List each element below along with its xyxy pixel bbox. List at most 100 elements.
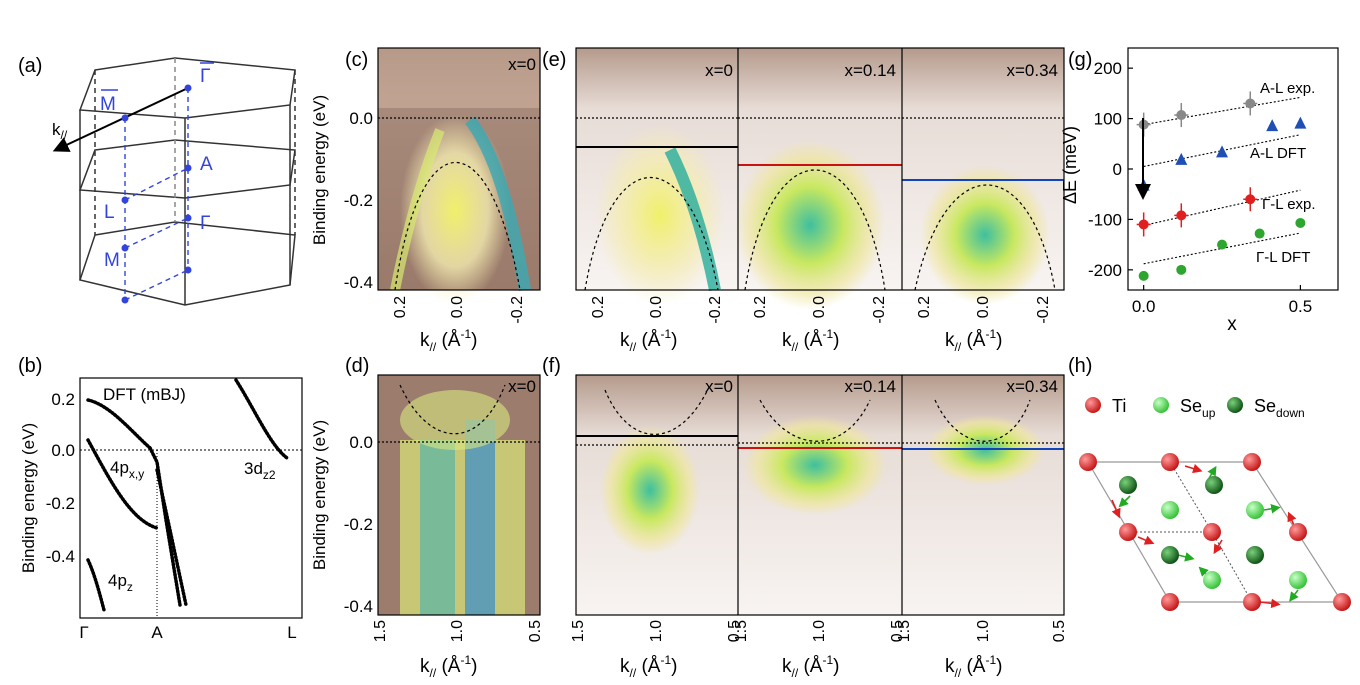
ti-atom	[1079, 453, 1097, 471]
band-label-3dz2: 3dz2	[244, 459, 276, 482]
panel-b-xtick-1: A	[151, 623, 163, 642]
band-4pxy-upper	[86, 398, 152, 450]
arpes-panel-f3: x=0.34	[902, 375, 1064, 615]
gamma-point-label: Γ	[200, 213, 210, 234]
ktick-f2-0: 1.5	[733, 620, 750, 642]
ytick-top-0: 0.0	[349, 109, 373, 128]
panel-label-g: (g)	[1068, 49, 1092, 71]
ktick-f2-2: 0.5	[889, 620, 906, 642]
ktick-e2-2: -0.2	[871, 296, 888, 324]
se-up-atom	[1289, 571, 1307, 589]
doping-label-c: x=0	[508, 55, 536, 74]
ktick-c-0: 0.2	[392, 296, 409, 318]
legend-ti-label: Ti	[1112, 396, 1126, 416]
k-parallel-label: k//	[52, 120, 68, 142]
panel-g-xlabel: x	[1227, 314, 1237, 335]
ktick-e2-0: 0.2	[752, 296, 769, 318]
panel-g-xtick-1: 0.5	[1289, 297, 1313, 316]
doping-label-e2: x=0.14	[844, 61, 896, 80]
data-point-a-l-exp--2	[1245, 98, 1256, 109]
ytick-bottom-1: -0.2	[344, 515, 373, 534]
kpar-axis-label-d: k// (Å-1)	[420, 653, 477, 680]
fit-line-3	[1143, 232, 1301, 265]
panel-g-ytick-2: 0	[1113, 160, 1122, 179]
series-label-al-exp: A-L exp.	[1260, 80, 1315, 97]
data-point-a-l-dft-1	[1175, 152, 1188, 165]
doping-label-e3: x=0.34	[1006, 61, 1058, 80]
data-point--l-dft-0	[1138, 270, 1149, 281]
legend-se-down-ball	[1227, 397, 1243, 413]
data-point-a-l-dft-3	[1266, 119, 1279, 132]
legend-se-down-label: Sedown	[1254, 396, 1305, 420]
panel-label-f: (f)	[542, 355, 561, 377]
data-point-a-l-dft-4	[1294, 116, 1307, 129]
arpes-ylabel-top: Binding energy (eV)	[310, 95, 329, 245]
arpes-panel-d: x=0	[377, 374, 541, 616]
panel-b: DFT (mBJ) Binding energy (eV) 0.2 0.0 -0…	[19, 377, 303, 642]
doping-label-f3: x=0.34	[1006, 377, 1058, 396]
series-label-gl-dft: Γ-L DFT	[1256, 249, 1310, 266]
kpar-axis-label-f1: k// (Å-1)	[620, 653, 677, 680]
ktick-c-2: -0.2	[509, 296, 526, 324]
ktick-d-1: 1.0	[449, 620, 466, 642]
panel-label-c: (c)	[345, 49, 368, 71]
data-point--l-dft-1	[1176, 264, 1187, 275]
doping-label-d: x=0	[508, 377, 536, 396]
panel-g-chart: ΔE (meV) x 200 100 0 -100 -200 0.0 0.5 A-L exp…	[1060, 47, 1339, 335]
band-4pxy-lower	[86, 438, 159, 530]
arpes-panel-f1: x=0	[576, 375, 738, 615]
legend-ti-ball	[1085, 397, 1101, 413]
m-point-label: M	[104, 250, 120, 271]
kpar-axis-label-f2: k// (Å-1)	[782, 653, 839, 680]
ktick-e1-0: 0.2	[590, 296, 607, 318]
ytick-bottom-0: 0.0	[349, 433, 373, 452]
kpar-axis-label-e2: k// (Å-1)	[782, 327, 839, 354]
panel-label-a: (a)	[18, 55, 42, 77]
ti-atom	[1243, 593, 1261, 611]
se-down-atom	[1205, 476, 1223, 494]
legend-se-up-label: Seup	[1180, 396, 1216, 420]
panel-label-b: (b)	[18, 355, 42, 377]
panel-g-xtick-0: 0.0	[1132, 297, 1156, 316]
se-up-atom	[1246, 501, 1264, 519]
data-point--l-dft-2	[1217, 239, 1228, 250]
band-3dz2	[234, 378, 289, 460]
ktick-e3-2: -0.2	[1035, 296, 1052, 324]
kpar-axis-label-f3: k// (Å-1)	[945, 653, 1002, 680]
ktick-f1-0: 1.5	[570, 620, 587, 642]
bz-points	[121, 84, 192, 304]
fit-line-0	[1143, 96, 1301, 126]
ktick-d-0: 1.5	[372, 620, 389, 642]
panel-label-e: (e)	[542, 49, 566, 71]
panel-b-ytick-1: 0.0	[51, 441, 75, 460]
l-point-label: L	[104, 202, 115, 223]
ti-atom	[1203, 523, 1221, 541]
crystal-structure	[1079, 453, 1351, 611]
ktick-e1-2: -0.2	[707, 296, 724, 324]
panel-b-xtick-2: L	[287, 623, 296, 642]
kpar-axis-label-c: k// (Å-1)	[420, 327, 477, 354]
a-point-label: A	[200, 154, 213, 175]
ktick-e2-1: 0.0	[811, 296, 828, 318]
ti-atom	[1333, 593, 1351, 611]
ytick-top-2: -0.4	[344, 273, 373, 292]
kpar-axis-label-e1: k// (Å-1)	[620, 327, 677, 354]
ti-atom	[1243, 453, 1261, 471]
panel-b-ytick-0: 0.2	[51, 390, 75, 409]
series-label-al-dft: A-L DFT	[1250, 145, 1306, 162]
legend-se-up-ball	[1153, 397, 1169, 413]
bz-high-symmetry-lines	[124, 88, 189, 301]
panel-label-h: (h)	[1068, 355, 1092, 377]
data-point--l-exp--2	[1245, 194, 1256, 205]
ytick-top-1: -0.2	[344, 191, 373, 210]
arpes-panel-e1: x=0	[576, 48, 738, 305]
ti-atom	[1161, 593, 1179, 611]
panel-b-title: DFT (mBJ)	[103, 385, 186, 404]
panel-g-ytick-0: 200	[1094, 59, 1122, 78]
arpes-panel-f2: x=0.14	[738, 375, 902, 615]
fit-line-2	[1143, 189, 1301, 227]
panel-g-ylabel: ΔE (meV)	[1060, 126, 1080, 204]
ti-atom	[1119, 523, 1137, 541]
ktick-d-2: 0.5	[527, 620, 544, 642]
series-label-gl-exp: Γ-L exp.	[1262, 196, 1316, 213]
